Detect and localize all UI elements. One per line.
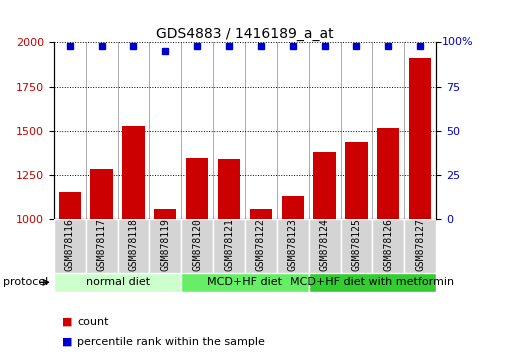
Bar [181, 273, 309, 292]
Bar [86, 219, 117, 273]
Text: normal diet: normal diet [86, 277, 150, 287]
Bar [149, 219, 181, 273]
Bar [341, 219, 372, 273]
Bar [186, 159, 208, 219]
Text: GSM878123: GSM878123 [288, 218, 298, 272]
Text: GSM878127: GSM878127 [415, 218, 425, 272]
Text: count: count [77, 317, 108, 327]
Bar [213, 219, 245, 273]
Title: GDS4883 / 1416189_a_at: GDS4883 / 1416189_a_at [156, 28, 334, 41]
Bar [309, 219, 341, 273]
Text: percentile rank within the sample: percentile rank within the sample [77, 337, 265, 347]
Bar [54, 219, 86, 273]
Text: ■: ■ [62, 317, 72, 327]
Text: protocol: protocol [3, 277, 48, 287]
Text: GSM878116: GSM878116 [65, 218, 75, 272]
Bar [250, 209, 272, 219]
Bar [154, 209, 176, 219]
Bar [404, 219, 436, 273]
Text: GSM878122: GSM878122 [256, 218, 266, 272]
Text: GSM878118: GSM878118 [128, 218, 139, 272]
Text: ■: ■ [62, 337, 72, 347]
Bar [218, 159, 240, 219]
Text: GSM878126: GSM878126 [383, 218, 393, 272]
Bar [245, 219, 277, 273]
Text: GSM878121: GSM878121 [224, 218, 234, 272]
Bar [313, 152, 336, 219]
Bar [181, 219, 213, 273]
Bar [54, 273, 181, 292]
Bar [345, 142, 368, 219]
Bar [309, 273, 436, 292]
Text: GSM878119: GSM878119 [161, 218, 170, 272]
Bar [277, 219, 309, 273]
Bar [58, 192, 81, 219]
Bar [372, 219, 404, 273]
Text: GSM878125: GSM878125 [351, 218, 362, 272]
Bar [409, 58, 431, 219]
Text: MCD+HF diet: MCD+HF diet [207, 277, 283, 287]
Bar [122, 126, 145, 219]
Text: 100%: 100% [442, 38, 473, 47]
Text: GSM878120: GSM878120 [192, 218, 202, 272]
Bar [117, 219, 149, 273]
Bar [282, 196, 304, 219]
Text: MCD+HF diet with metformin: MCD+HF diet with metformin [290, 277, 455, 287]
Bar [377, 128, 400, 219]
Text: GSM878117: GSM878117 [96, 218, 107, 272]
Bar [90, 169, 113, 219]
Text: GSM878124: GSM878124 [320, 218, 329, 272]
